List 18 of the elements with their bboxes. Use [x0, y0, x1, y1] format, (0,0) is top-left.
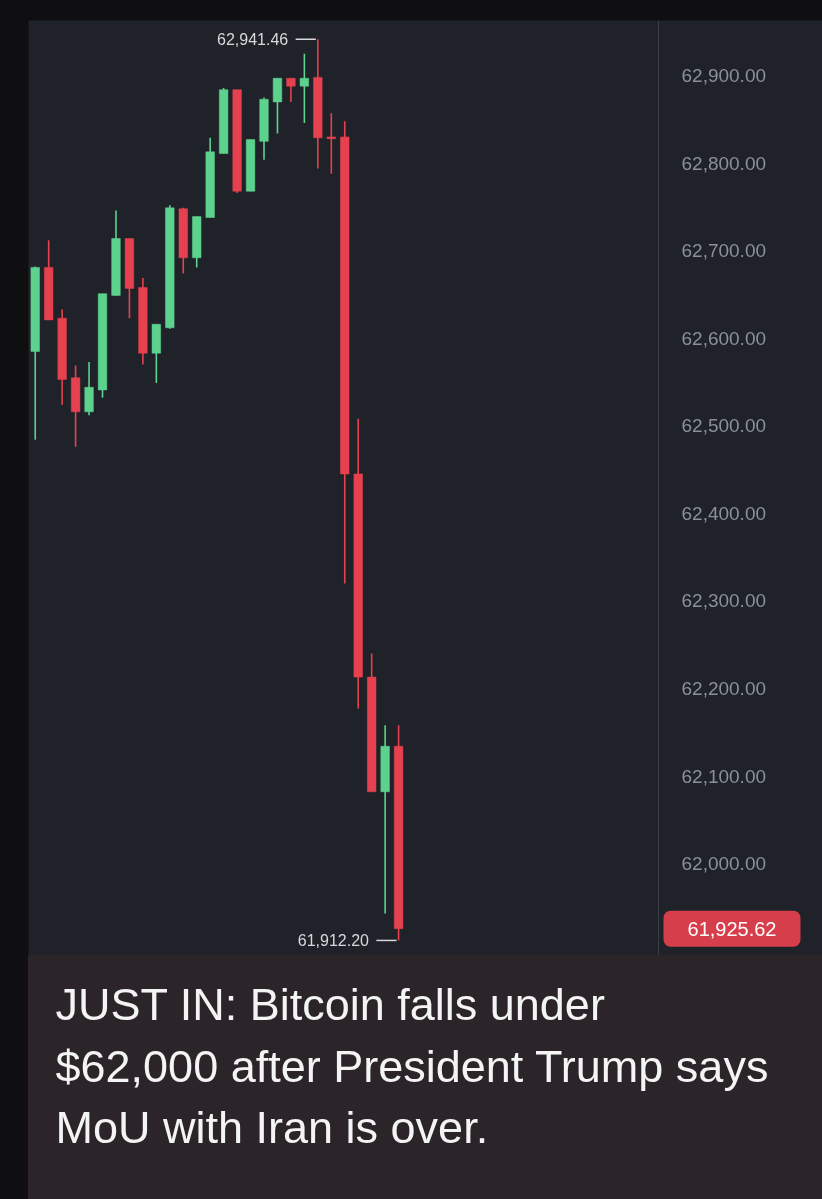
annotation: 61,925.62	[687, 917, 777, 940]
y-tick-label: 62,600.00	[681, 327, 767, 349]
y-tick-label: 62,700.00	[681, 240, 767, 262]
y-tick-label: 62,900.00	[681, 65, 767, 87]
y-tick-label: 62,000.00	[681, 853, 767, 875]
annotation: 62,941.46	[217, 31, 289, 49]
y-tick-label: 62,800.00	[681, 152, 767, 174]
y-tick-label: 62,400.00	[681, 502, 767, 524]
y-tick-label: 62,300.00	[681, 590, 767, 612]
annotation: 61,912.20	[297, 932, 370, 950]
candlestick	[272, 77, 283, 135]
candlestick	[286, 77, 296, 103]
y-tick-label: 62,100.00	[681, 765, 767, 787]
text: JUST IN: Bitcoin falls under $62,000 after President Trump says MoU with Iran is over.	[55, 979, 769, 1153]
candlestick	[299, 52, 309, 124]
y-tick-label: 62,200.00	[681, 677, 767, 699]
candlestick	[326, 112, 336, 175]
y-tick-label: 62,500.00	[681, 415, 767, 437]
